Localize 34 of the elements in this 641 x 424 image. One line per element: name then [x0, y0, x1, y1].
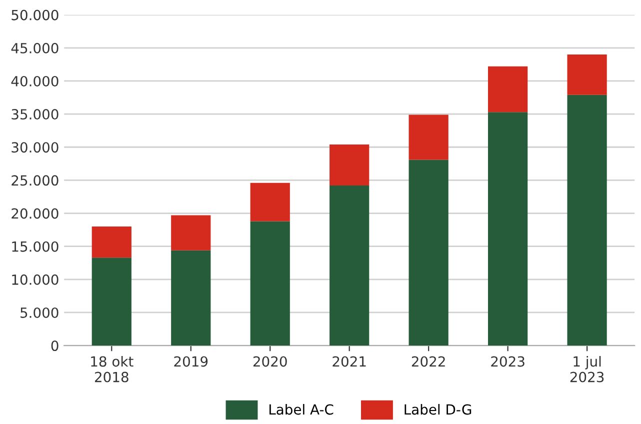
bar	[92, 226, 132, 258]
y-tick-label: 50.000	[12, 10, 58, 20]
x-tick-label: 2020	[253, 356, 287, 367]
bar	[408, 160, 448, 346]
bar	[330, 185, 370, 346]
y-tick-label: 15.000	[12, 241, 58, 252]
bar	[488, 66, 528, 112]
x-tick-label: 1 jul 2023	[570, 356, 604, 382]
bar	[92, 258, 132, 346]
x-tick-label: 2023	[491, 356, 524, 367]
y-tick-label: 45.000	[11, 42, 58, 54]
y-tick-label: 35.000	[12, 109, 58, 120]
bar	[330, 144, 370, 186]
bar	[488, 112, 528, 346]
y-tick-label: 25.000	[12, 175, 58, 186]
x-tick-label: 2019	[174, 356, 208, 367]
bar	[567, 94, 607, 346]
x-tick-label: 18 okt 2018	[91, 356, 134, 382]
x-tick-label: 2022	[412, 356, 445, 367]
bar	[171, 215, 211, 250]
legend-label: Label D-G	[404, 404, 472, 415]
bar	[408, 114, 448, 160]
bar	[250, 221, 290, 346]
y-tick-label: 20.000	[12, 208, 58, 219]
bar	[567, 54, 607, 95]
x-tick-label: 2021	[332, 356, 366, 367]
bar	[250, 182, 290, 222]
y-tick-label: 0	[51, 340, 58, 352]
y-tick-label: 40.000	[11, 76, 58, 86]
legend-label: Label A-C	[270, 404, 334, 415]
y-tick-label: 30.000	[12, 142, 58, 153]
y-tick-label: 5.000	[20, 307, 58, 318]
bar	[171, 250, 211, 346]
y-tick-label: 10.000	[12, 274, 58, 285]
